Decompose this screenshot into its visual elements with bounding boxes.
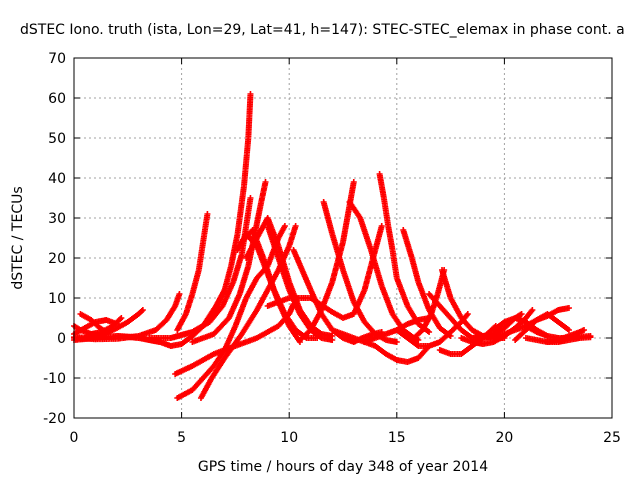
series-22 xyxy=(264,223,385,321)
series-19 xyxy=(296,179,357,343)
data-point xyxy=(204,211,211,217)
data-point xyxy=(292,223,299,229)
data-point xyxy=(529,307,536,313)
x-tick-label: 25 xyxy=(603,430,621,446)
series-23 xyxy=(376,171,433,335)
y-tick-label: 30 xyxy=(48,211,66,227)
chart-marks xyxy=(71,91,594,401)
y-tick-label: 60 xyxy=(48,91,66,107)
series-7 xyxy=(174,211,211,333)
data-point xyxy=(393,339,400,345)
series-26 xyxy=(361,315,433,345)
x-tick-label: 0 xyxy=(70,430,79,446)
y-tick-label: 10 xyxy=(48,291,66,307)
data-point xyxy=(565,327,572,333)
data-point xyxy=(464,311,471,317)
series-35 xyxy=(512,311,572,343)
data-point xyxy=(378,223,385,229)
series-15 xyxy=(238,227,321,341)
data-point xyxy=(415,337,422,343)
x-tick-label: 15 xyxy=(388,430,406,446)
data-point xyxy=(114,321,121,327)
data-point xyxy=(139,307,146,313)
plot-frame xyxy=(73,57,613,419)
data-point xyxy=(518,311,525,317)
data-point xyxy=(426,329,433,335)
data-point xyxy=(103,329,110,335)
data-point xyxy=(329,337,336,343)
series-38 xyxy=(544,334,594,345)
data-point xyxy=(587,334,594,341)
x-axis-label: GPS time / hours of day 348 of year 2014 xyxy=(198,459,488,475)
chart-title: dSTEC Iono. truth (ista, Lon=29, Lat=41,… xyxy=(20,22,625,38)
data-point xyxy=(138,308,145,314)
y-tick-label: 50 xyxy=(48,131,66,147)
x-tick-label: 5 xyxy=(177,430,186,446)
data-point xyxy=(247,195,254,201)
data-point xyxy=(281,223,288,229)
x-tick-label: 10 xyxy=(280,430,298,446)
data-point xyxy=(350,179,357,185)
series-21 xyxy=(346,199,422,343)
data-point xyxy=(176,291,183,297)
y-tick-label: -20 xyxy=(43,411,66,427)
data-point xyxy=(247,91,254,97)
y-tick-label: -10 xyxy=(43,371,66,387)
y-tick-label: 0 xyxy=(57,331,66,347)
data-point xyxy=(565,305,572,311)
y-tick-label: 40 xyxy=(48,171,66,187)
chart-ticks: 0 5 10 15 20 25 -20 -10 0 10 20 30 40 50 60 70 xyxy=(43,51,621,446)
data-point xyxy=(118,315,125,321)
chart-grid xyxy=(74,58,612,418)
series-3 xyxy=(77,311,110,335)
series-24 xyxy=(329,327,433,365)
y-tick-label: 20 xyxy=(48,251,66,267)
data-point xyxy=(581,327,588,333)
x-tick-label: 20 xyxy=(495,430,513,446)
data-point xyxy=(262,179,269,185)
y-tick-label: 70 xyxy=(48,51,66,67)
y-axis-label: dSTEC / TECUs xyxy=(10,186,26,289)
